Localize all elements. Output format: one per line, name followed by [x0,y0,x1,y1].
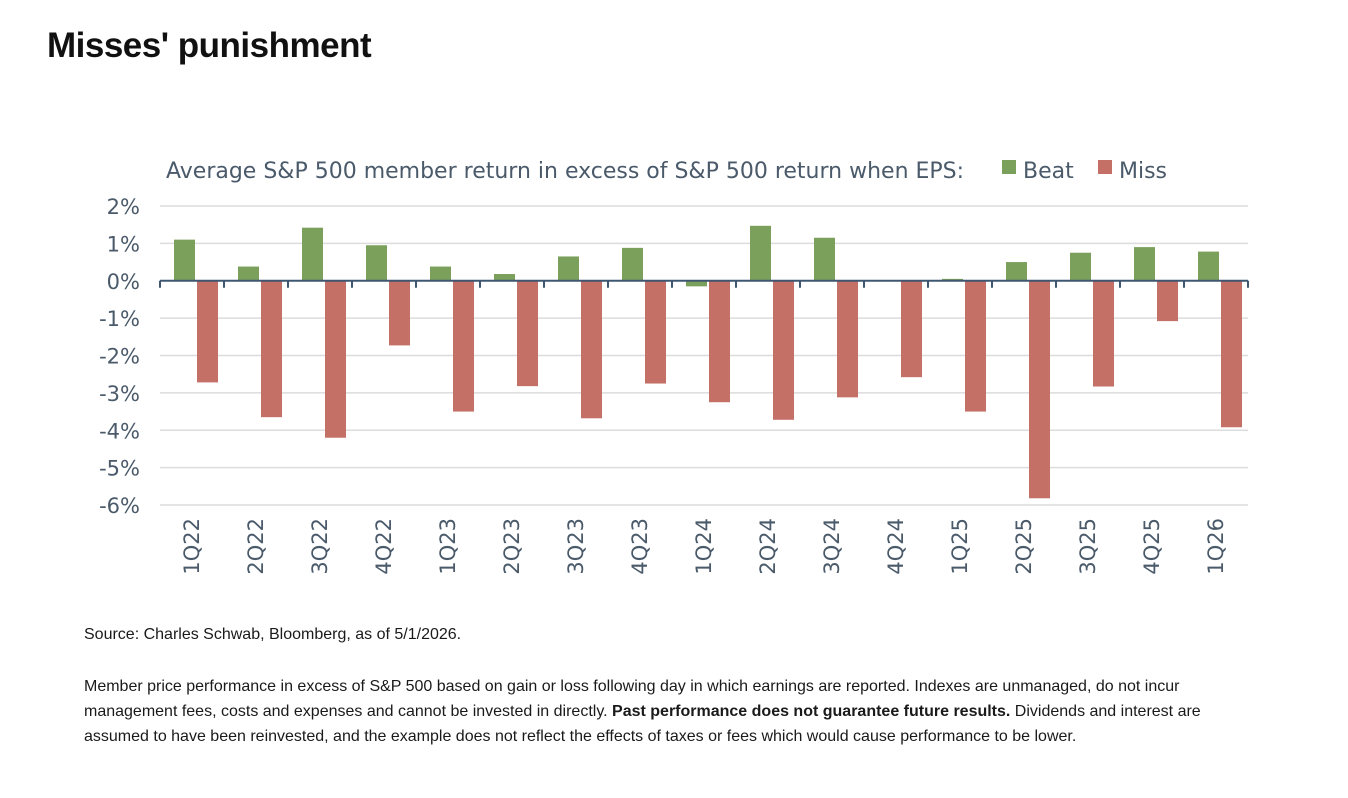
disclaimer: Member price performance in excess of S&… [84,674,1264,749]
x-tick-label: 1Q25 [948,518,972,575]
x-tick-label: 4Q25 [1140,518,1164,575]
bars [174,225,1242,499]
page-title: Misses' punishment [47,26,372,65]
chart-legend: Beat Miss [1002,159,1167,184]
bar-miss-3Q25 [1093,280,1114,387]
bar-miss-4Q24 [901,280,922,378]
bar-beat-1Q23 [430,266,451,281]
bar-miss-2Q24 [773,280,794,420]
bar-miss-3Q24 [837,280,858,398]
bar-miss-2Q23 [517,280,538,387]
bar-miss-1Q24 [709,280,730,403]
x-axis-ticks: 1Q22 2Q22 3Q22 4Q22 1Q23 2Q23 3Q23 4Q23 1Q24 2Q24… [180,518,1228,575]
bar-beat-4Q23 [622,247,643,281]
chart-title: Average S&P 500 member return in excess … [166,159,964,184]
bar-miss-1Q26 [1221,280,1242,428]
bar-beat-2Q25 [1006,262,1027,281]
bar-miss-2Q25 [1029,280,1050,499]
zero-axis [159,279,1249,288]
x-tick-label: 2Q22 [244,518,268,575]
bar-chart: Average S&P 500 member return in excess … [99,159,1249,575]
x-tick-label: 2Q25 [1012,518,1036,575]
bar-beat-3Q24 [814,237,835,281]
legend-label-miss: Miss [1119,159,1167,184]
bar-miss-3Q22 [325,280,346,438]
source-note: Source: Charles Schwab, Bloomberg, as of… [84,626,462,643]
x-tick-label: 4Q23 [628,518,652,575]
bar-miss-1Q23 [453,280,474,412]
y-tick-label: -5% [99,457,140,481]
x-tick-label: 2Q24 [756,518,780,575]
y-tick-label: 2% [107,195,140,219]
disclaimer-text-2: Dividends and interest are assumed to ha… [84,703,1201,745]
x-tick-label: 4Q24 [884,518,908,575]
legend-swatch-beat [1002,160,1016,174]
disclaimer-text-1: Member price performance in excess of S&… [84,678,1180,720]
y-tick-label: 1% [107,232,140,256]
x-tick-label: 1Q23 [436,518,460,575]
bar-beat-2Q24 [750,225,771,281]
bar-beat-4Q25 [1134,247,1155,281]
y-tick-label: -6% [99,494,140,518]
bar-beat-2Q22 [238,266,259,281]
bar-beat-3Q23 [558,256,579,281]
bar-beat-3Q25 [1070,252,1091,281]
bar-miss-4Q23 [645,280,666,384]
bar-miss-3Q23 [581,280,602,419]
x-tick-label: 3Q23 [564,518,588,575]
bar-miss-2Q22 [261,280,282,418]
bar-miss-1Q25 [965,280,986,412]
bar-beat-1Q26 [1198,251,1219,281]
bar-beat-4Q22 [366,245,387,281]
y-tick-label: -2% [99,345,140,369]
x-tick-label: 3Q24 [820,518,844,575]
legend-swatch-miss [1098,160,1112,174]
bar-miss-4Q22 [389,280,410,346]
x-tick-label: 3Q25 [1076,518,1100,575]
gridlines [160,205,1248,506]
x-tick-label: 3Q22 [308,518,332,575]
bar-beat-3Q22 [302,227,323,281]
x-tick-label: 1Q26 [1204,518,1228,575]
bar-beat-1Q24 [686,280,707,287]
y-tick-label: -3% [99,382,140,406]
y-tick-label: 0% [107,270,140,294]
x-tick-label: 1Q22 [180,518,204,575]
x-tick-label: 4Q22 [372,518,396,575]
y-axis-ticks: 2% 1% 0% -1% -2% -3% -4% -5% -6% [99,195,140,518]
bar-miss-1Q22 [197,280,218,383]
bar-beat-1Q22 [174,239,195,281]
y-tick-label: -4% [99,419,140,443]
legend-label-beat: Beat [1023,159,1074,184]
bar-beat-2Q23 [494,274,515,281]
y-tick-label: -1% [99,307,140,331]
bar-miss-4Q25 [1157,280,1178,322]
x-tick-label: 2Q23 [500,518,524,575]
x-tick-label: 1Q24 [692,518,716,575]
disclaimer-bold: Past performance does not guarantee futu… [612,703,1011,720]
